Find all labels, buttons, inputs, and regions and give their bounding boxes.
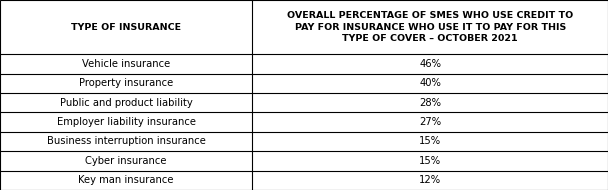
Text: TYPE OF INSURANCE: TYPE OF INSURANCE bbox=[71, 23, 181, 32]
Text: Vehicle insurance: Vehicle insurance bbox=[82, 59, 170, 69]
Text: 28%: 28% bbox=[419, 98, 441, 108]
Text: 12%: 12% bbox=[419, 175, 441, 185]
Text: Employer liability insurance: Employer liability insurance bbox=[57, 117, 196, 127]
Text: Cyber insurance: Cyber insurance bbox=[85, 156, 167, 166]
Text: Property insurance: Property insurance bbox=[79, 78, 173, 88]
Text: 15%: 15% bbox=[419, 136, 441, 146]
Text: 46%: 46% bbox=[419, 59, 441, 69]
Text: Business interruption insurance: Business interruption insurance bbox=[47, 136, 206, 146]
Text: OVERALL PERCENTAGE OF SMES WHO USE CREDIT TO
PAY FOR INSURANCE WHO USE IT TO PAY: OVERALL PERCENTAGE OF SMES WHO USE CREDI… bbox=[287, 11, 573, 43]
Text: 27%: 27% bbox=[419, 117, 441, 127]
Text: 40%: 40% bbox=[420, 78, 441, 88]
Text: Key man insurance: Key man insurance bbox=[78, 175, 174, 185]
Text: Public and product liability: Public and product liability bbox=[60, 98, 193, 108]
Text: 15%: 15% bbox=[419, 156, 441, 166]
